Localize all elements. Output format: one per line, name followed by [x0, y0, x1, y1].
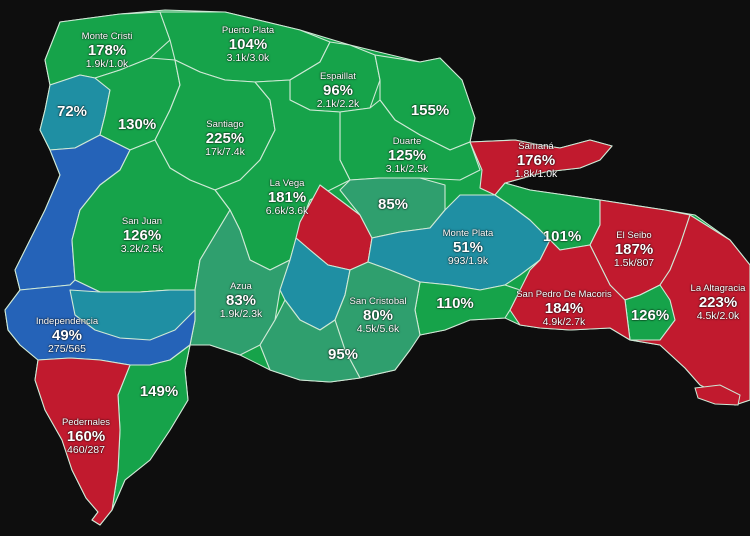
province-percent: 104% [228, 35, 268, 53]
label-la-vega: La Vega 181% 6.6k/3.6k [266, 179, 309, 216]
province-counts: 4.5k/5.6k [356, 322, 400, 335]
label-monte-plata: Monte Plata 51% 993/1.9k [443, 229, 494, 266]
province-counts: 6.6k/3.6k [265, 204, 309, 217]
label-samana: Samaná 176% 1.8k/1.0k [515, 142, 558, 179]
province-name: Monte Plata [442, 228, 494, 239]
province-counts: 3.1k/2.5k [385, 162, 429, 175]
label-la-romana: 126% [631, 308, 669, 323]
label-el-seibo: El Seibo 187% 1.5k/807 [614, 231, 654, 268]
province-counts: 1.9k/2.3k [219, 307, 263, 320]
province-percent: 80% [362, 306, 394, 324]
label-azua: Azua 83% 1.9k/2.3k [220, 282, 263, 319]
province-percent: 181% [267, 188, 307, 206]
province-percent: 49% [51, 326, 83, 344]
province-percent: 51% [452, 238, 484, 256]
province-counts: 275/565 [48, 342, 86, 355]
province-percent: 160% [66, 427, 106, 445]
province-bahoruco[interactable] [69, 289, 196, 341]
province-name: San Pedro De Macoris [516, 289, 612, 300]
label-dajabon: 72% [57, 104, 87, 119]
province-samana[interactable] [469, 139, 613, 196]
province-name: La Altagracia [690, 283, 746, 294]
province-name: Pedernales [61, 417, 111, 428]
label-independencia: Independencia 49% 275/565 [36, 317, 98, 354]
province-percent: 225% [205, 129, 245, 147]
label-santiago-rodriguez: 130% [118, 117, 156, 132]
label-san-cristobal: San Cristobal 80% 4.5k/5.6k [349, 297, 406, 334]
province-percent: 223% [698, 293, 738, 311]
province-san-pedro[interactable] [509, 239, 631, 341]
province-name: Espaillat [320, 71, 356, 82]
province-percent: 130% [117, 116, 157, 133]
province-pedernales[interactable] [34, 357, 131, 526]
label-san-juan: San Juan 126% 3.2k/2.5k [121, 217, 164, 254]
province-counts: 993/1.9k [447, 254, 489, 267]
province-percent: 85% [377, 196, 409, 213]
province-name: Independencia [35, 316, 99, 327]
province-peravia[interactable] [259, 299, 361, 383]
label-barahona: 149% [140, 384, 178, 399]
province-percent: 72% [56, 103, 88, 120]
province-name: San Cristobal [349, 296, 407, 307]
province-name: Monte Cristi [81, 31, 133, 42]
province-name: Santiago [206, 119, 244, 130]
label-puerto-plata: Puerto Plata 104% 3.1k/3.0k [222, 26, 274, 63]
label-la-altagracia: La Altagracia 223% 4.5k/2.0k [691, 284, 746, 321]
label-espaillat: Espaillat 96% 2.1k/2.2k [317, 72, 360, 109]
label-pedernales: Pedernales 160% 460/287 [62, 418, 110, 455]
label-monte-cristi: Monte Cristi 178% 1.9k/1.0k [82, 32, 133, 69]
label-santiago: Santiago 225% 17k/7.4k [205, 120, 245, 157]
province-counts: 2.1k/2.2k [316, 97, 360, 110]
province-name: Duarte [392, 136, 422, 147]
label-peravia: 95% [328, 347, 358, 362]
province-la-altagracia[interactable] [624, 214, 750, 406]
province-percent: 155% [410, 102, 450, 119]
province-percent: 95% [327, 346, 359, 363]
province-percent: 126% [122, 226, 162, 244]
label-san-pedro: San Pedro De Macoris 184% 4.9k/2.7k [516, 290, 612, 327]
province-name: San Juan [121, 216, 163, 227]
province-counts: 3.2k/2.5k [120, 242, 164, 255]
province-percent: 126% [630, 307, 670, 324]
label-santo-domingo: 110% [436, 296, 474, 311]
province-percent: 125% [387, 146, 427, 164]
label-sanchez-ramirez: 85% [378, 197, 408, 212]
province-percent: 178% [87, 41, 127, 59]
province-percent: 96% [322, 81, 354, 99]
label-duarte: Duarte 125% 3.1k/2.5k [386, 137, 429, 174]
province-name: El Seibo [616, 230, 652, 241]
province-percent: 184% [544, 299, 584, 317]
province-counts: 460/287 [67, 443, 105, 456]
province-counts: 1.9k/1.0k [85, 57, 129, 70]
label-hato-mayor: 101% [543, 229, 581, 244]
province-counts: 4.9k/2.7k [542, 315, 586, 328]
province-name: Samaná [518, 141, 554, 152]
province-la-romana[interactable] [624, 284, 676, 341]
province-percent: 149% [139, 383, 179, 400]
province-name: La Vega [269, 178, 305, 189]
province-percent: 187% [614, 240, 654, 258]
label-maria-trinidad: 155% [411, 103, 449, 118]
province-counts: 17k/7.4k [205, 145, 245, 158]
province-counts: 1.5k/807 [613, 256, 655, 269]
province-name: Azua [230, 281, 252, 292]
province-percent: 110% [436, 295, 474, 312]
province-counts: 3.1k/3.0k [226, 51, 270, 64]
province-percent: 176% [516, 151, 556, 169]
saona-island [694, 384, 741, 406]
province-counts: 1.8k/1.0k [514, 167, 558, 180]
province-name: Puerto Plata [221, 25, 275, 36]
province-percent: 101% [542, 228, 582, 245]
province-counts: 4.5k/2.0k [696, 309, 740, 322]
province-percent: 83% [225, 291, 257, 309]
